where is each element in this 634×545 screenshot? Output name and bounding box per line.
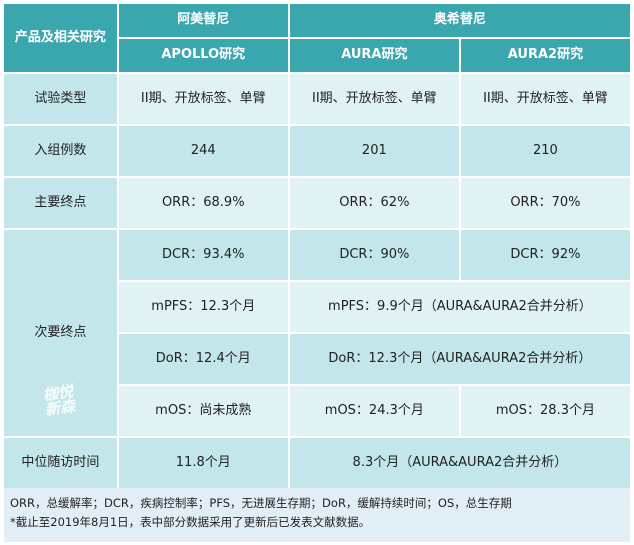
dcr-aura2: DCR：92% (460, 230, 630, 280)
mpfs-apollo: mPFS：12.3个月 (118, 282, 288, 332)
enrollment-apollo: 244 (118, 126, 288, 176)
secondary-endpoint-label: 次要终点 (4, 230, 117, 436)
product-study-header: 产品及相关研究 (4, 4, 117, 72)
dcr-apollo: DCR：93.4% (118, 230, 288, 280)
watermark-line-2: 新森 (43, 396, 77, 419)
primary-endpoint-apollo: ORR：68.9% (118, 178, 288, 228)
dor-apollo: DoR：12.4个月 (118, 334, 288, 384)
apollo-study-header: APOLLO研究 (118, 39, 288, 72)
watermark-logo: 枷悦 新森 (42, 382, 77, 419)
trial-type-aura: II期、开放标签、单臂 (289, 74, 459, 124)
enrollment-aura: 201 (289, 126, 459, 176)
primary-endpoint-aura: ORR：62% (289, 178, 459, 228)
aura-study-header: AURA研究 (289, 39, 459, 72)
enrollment-label: 入组例数 (4, 126, 117, 176)
data-cutoff-note: *截止至2019年8月1日，表中部分数据采用了更新后已发表文献数据。 (10, 515, 371, 529)
primary-endpoint-aura2: ORR：70% (460, 178, 630, 228)
trial-type-label: 试验类型 (4, 74, 117, 124)
enrollment-aura2: 210 (460, 126, 630, 176)
comparison-table: 产品及相关研究 阿美替尼 奥希替尼 APOLLO研究 AURA研究 AURA2研… (2, 2, 632, 490)
mos-apollo: mOS：尚未成熟 (118, 386, 288, 436)
trial-type-apollo: II期、开放标签、单臂 (118, 74, 288, 124)
abbreviations-note: ORR，总缓解率；DCR，疾病控制率；PFS，无进展生存期；DoR，缓解持续时间… (10, 496, 512, 510)
dcr-aura: DCR：90% (289, 230, 459, 280)
aura2-study-header: AURA2研究 (460, 39, 630, 72)
drug-a-header: 阿美替尼 (118, 4, 288, 37)
drug-b-header: 奥希替尼 (289, 4, 630, 37)
footnote-box: ORR，总缓解率；DCR，疾病控制率；PFS，无进展生存期；DoR，缓解持续时间… (4, 488, 630, 542)
mos-aura2: mOS：28.3个月 (460, 386, 630, 436)
dor-aura-merged: DoR：12.3个月（AURA&AURA2合并分析） (289, 334, 630, 384)
followup-apollo: 11.8个月 (118, 438, 288, 488)
mpfs-aura-merged: mPFS：9.9个月（AURA&AURA2合并分析） (289, 282, 630, 332)
followup-aura-merged: 8.3个月（AURA&AURA2合并分析） (289, 438, 630, 488)
trial-type-aura2: II期、开放标签、单臂 (460, 74, 630, 124)
primary-endpoint-label: 主要终点 (4, 178, 117, 228)
mos-aura: mOS：24.3个月 (289, 386, 459, 436)
followup-label: 中位随访时间 (4, 438, 117, 488)
